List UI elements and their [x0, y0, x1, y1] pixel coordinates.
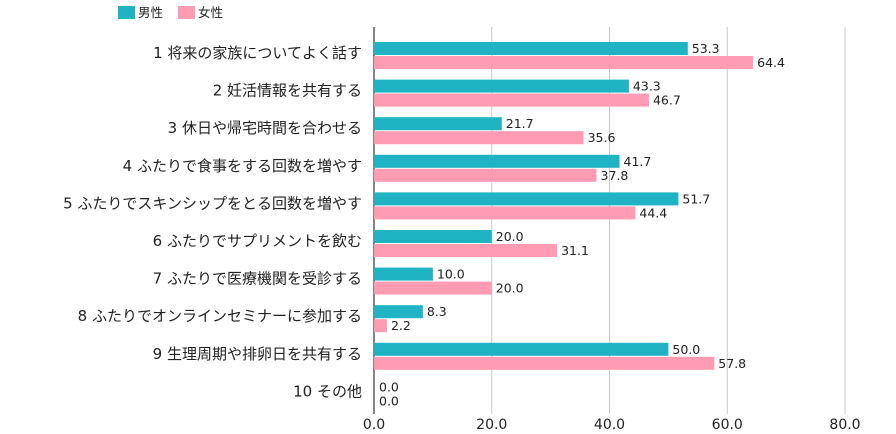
data-label: 57.8 [718, 356, 746, 371]
bar-male [374, 154, 620, 168]
bar-male [374, 230, 492, 243]
category-label: 3 休日や帰宅時間を合わせる [168, 119, 362, 137]
data-label: 0.0 [379, 393, 399, 408]
data-label: 43.3 [633, 79, 661, 94]
bar-female [374, 319, 387, 333]
data-label: 2.2 [391, 318, 411, 333]
legend: 男性 女性 [118, 5, 223, 20]
x-tick-label: 80.0 [829, 417, 860, 433]
data-label: 10.0 [437, 267, 465, 282]
bar-male [374, 267, 433, 281]
bar-female [374, 168, 597, 182]
category-label: 7 ふたりで医療機関を受診する [153, 270, 362, 288]
category-label: 5 ふたりでスキンシップをとる回数を増やす [63, 194, 362, 212]
legend-swatch [178, 6, 195, 19]
bar-male [374, 117, 502, 131]
data-label: 37.8 [601, 168, 629, 183]
bar-female [374, 206, 636, 220]
data-label: 8.3 [427, 304, 447, 319]
data-label: 21.7 [506, 116, 534, 131]
bar-female [374, 93, 649, 107]
x-axis-ticks: 0.0 20.0 40.0 60.0 80.0 [363, 417, 861, 433]
bar-female [374, 244, 558, 257]
bar-female [374, 56, 754, 69]
bar-male [374, 305, 423, 319]
x-tick-label: 20.0 [476, 417, 507, 433]
category-label: 4 ふたりで食事をする回数を増やす [123, 157, 362, 175]
category-label: 6 ふたりでサプリメントを飲む [153, 232, 362, 250]
data-label: 31.1 [561, 243, 589, 258]
data-label: 46.7 [653, 93, 681, 108]
category-label: 10 その他 [293, 382, 362, 400]
bar-male [374, 342, 669, 356]
legend-swatch [118, 6, 135, 19]
legend-label: 女性 [198, 5, 223, 20]
category-label: 2 妊活情報を共有する [213, 82, 362, 100]
data-label: 51.7 [682, 191, 710, 206]
data-label: 20.0 [496, 229, 524, 244]
legend-label: 男性 [138, 5, 163, 20]
bar-female [374, 131, 584, 145]
bar-female [374, 356, 715, 370]
data-label: 35.6 [588, 130, 616, 145]
data-label: 0.0 [379, 379, 399, 394]
data-label: 64.4 [757, 55, 785, 70]
category-labels: 1 将来の家族についてよく話す 2 妊活情報を共有する 3 休日や帰宅時間を合わせる… [63, 44, 362, 400]
bars: 53.3 64.4 43.346.7 21.7 35.6 41.737.8 51.7 44.4… [374, 41, 785, 408]
category-label: 1 将来の家族についてよく話す [153, 44, 362, 62]
data-label: 20.0 [496, 281, 524, 296]
data-label: 50.0 [672, 342, 700, 357]
bar-male [374, 42, 688, 55]
x-tick-label: 0.0 [363, 417, 385, 433]
bar-male [374, 192, 679, 206]
data-label: 53.3 [692, 41, 720, 56]
bar-male [374, 79, 629, 93]
bar-female [374, 281, 492, 295]
data-label: 41.7 [624, 154, 652, 169]
x-tick-label: 40.0 [594, 417, 625, 433]
data-label: 44.4 [639, 205, 667, 220]
category-label: 9 生理周期や排卵日を共有する [153, 345, 362, 363]
x-tick-label: 60.0 [712, 417, 743, 433]
category-label: 8 ふたりでオンラインセミナーに参加する [78, 307, 362, 325]
